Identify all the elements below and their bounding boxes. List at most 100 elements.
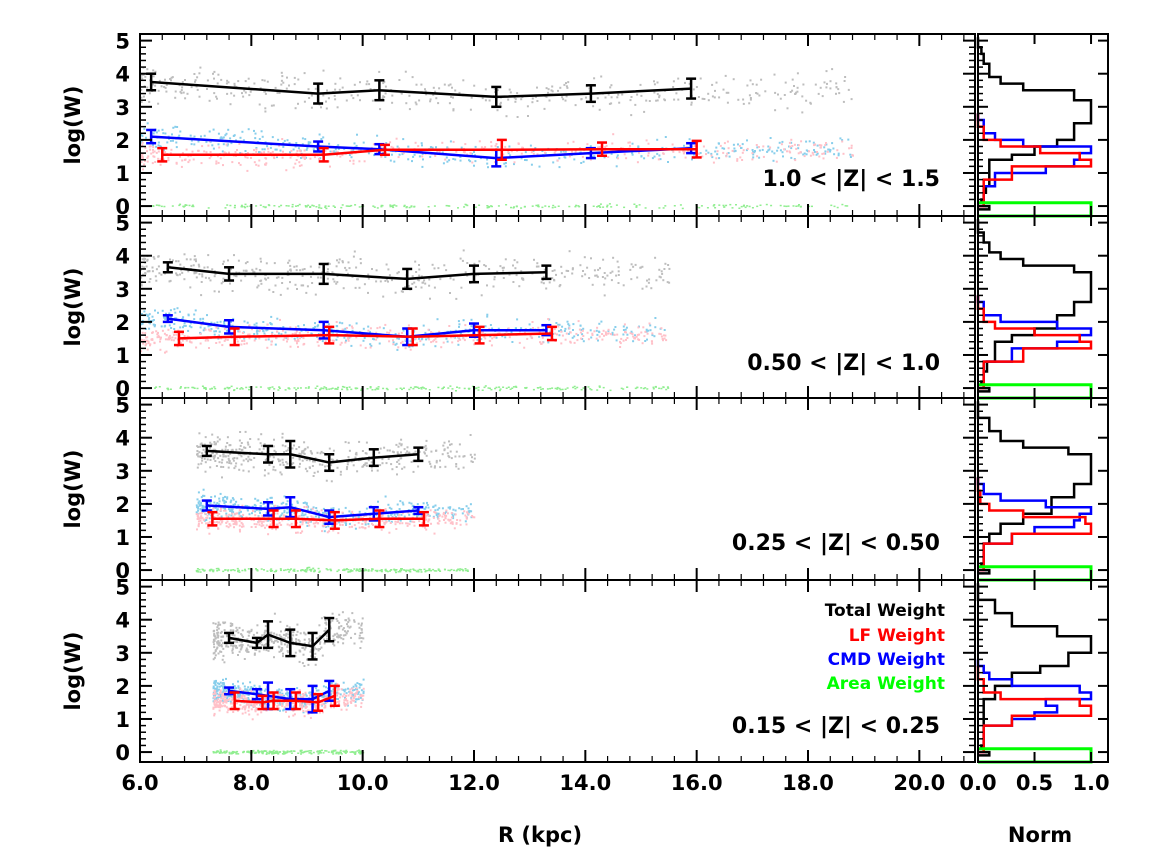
scatter-point: [347, 339, 350, 342]
scatter-point: [384, 92, 387, 95]
scatter-point: [462, 79, 465, 82]
scatter-point: [454, 336, 457, 339]
scatter-point: [270, 640, 273, 643]
scatter-point: [596, 333, 599, 336]
scatter-point: [199, 318, 202, 321]
scatter-point: [340, 625, 343, 628]
scatter-point: [354, 456, 357, 459]
scatter-point: [225, 152, 228, 155]
scatter-point: [838, 92, 841, 95]
scatter-point: [240, 521, 243, 524]
scatter-point-area: [447, 387, 450, 389]
scatter-point: [197, 509, 200, 512]
scatter-point: [159, 158, 162, 161]
scatter-point: [319, 648, 321, 650]
scatter-point-area: [537, 204, 540, 206]
scatter-point-area: [278, 205, 281, 208]
scatter-point: [356, 94, 359, 97]
scatter-point-area: [293, 568, 296, 571]
scatter-point: [646, 332, 649, 335]
scatter-point: [315, 648, 318, 651]
scatter-point: [442, 444, 445, 447]
scatter-point-area: [238, 571, 241, 573]
scatter-point-area: [256, 569, 259, 571]
scatter-point: [318, 636, 321, 639]
scatter-point: [629, 332, 632, 335]
scatter-point: [347, 617, 350, 620]
scatter-point-area: [559, 388, 562, 391]
scatter-point: [462, 319, 465, 322]
scatter-point: [208, 347, 210, 349]
scatter-point: [280, 524, 283, 526]
scatter-point: [324, 525, 327, 528]
scatter-point: [246, 650, 249, 653]
scatter-point: [273, 262, 276, 265]
scatter-point-area: [830, 204, 833, 207]
scatter-point: [362, 141, 365, 144]
scatter-point-area: [458, 569, 461, 572]
scatter-point-area: [273, 388, 276, 390]
scatter-point: [381, 462, 384, 465]
scatter-point: [420, 286, 423, 289]
scatter-point: [499, 265, 502, 268]
scatter-point: [167, 328, 170, 331]
scatter-point: [351, 325, 353, 328]
scatter-point: [286, 693, 289, 696]
scatter-point: [217, 636, 220, 639]
scatter-point: [330, 682, 333, 684]
scatter-point: [439, 278, 442, 281]
scatter-point: [610, 96, 613, 99]
scatter-point: [431, 263, 434, 266]
scatter-point: [433, 267, 436, 270]
scatter-point: [753, 151, 756, 154]
scatter-point: [384, 521, 387, 524]
scatter-point: [793, 143, 796, 146]
scatter-point: [457, 320, 460, 323]
scatter-point: [352, 159, 355, 162]
scatter-point: [281, 519, 284, 522]
scatter-point: [276, 156, 278, 159]
scatter-point: [283, 511, 286, 514]
scatter-point: [255, 267, 258, 270]
scatter-point-area: [836, 206, 839, 209]
scatter-point: [184, 79, 186, 81]
scatter-point: [148, 317, 151, 320]
scatter-point: [423, 279, 426, 282]
scatter-point: [444, 521, 447, 524]
scatter-point: [538, 331, 541, 334]
scatter-point: [643, 335, 646, 338]
scatter-point: [414, 450, 417, 453]
scatter-point: [260, 640, 263, 643]
scatter-point: [601, 338, 604, 341]
scatter-point: [469, 160, 472, 163]
scatter-point-area: [428, 389, 431, 391]
scatter-point: [197, 517, 200, 520]
scatter-point: [443, 448, 446, 451]
scatter-point-area: [180, 386, 182, 388]
scatter-point: [571, 272, 574, 275]
scatter-point: [309, 450, 312, 453]
scatter-point: [401, 501, 404, 504]
scatter-point: [795, 147, 798, 150]
scatter-point: [208, 513, 210, 516]
scatter-point: [611, 333, 614, 336]
scatter-point-area: [267, 387, 270, 389]
scatter-point: [228, 460, 231, 463]
scatter-point: [436, 318, 439, 321]
scatter-point: [463, 151, 466, 154]
scatter-point: [359, 516, 362, 519]
scatter-point: [309, 650, 312, 653]
scatter-point: [200, 135, 202, 138]
scatter-point: [523, 331, 526, 334]
scatter-point: [468, 510, 471, 513]
scatter-point: [713, 96, 716, 99]
scatter-point-area: [742, 205, 745, 207]
scatter-point: [295, 340, 298, 343]
scatter-point: [746, 84, 749, 87]
scatter-point: [835, 92, 837, 95]
scatter-point: [424, 282, 427, 285]
scatter-point-area: [313, 569, 316, 571]
scatter-point: [450, 96, 453, 98]
scatter-point: [154, 161, 157, 163]
scatter-point: [238, 511, 241, 514]
